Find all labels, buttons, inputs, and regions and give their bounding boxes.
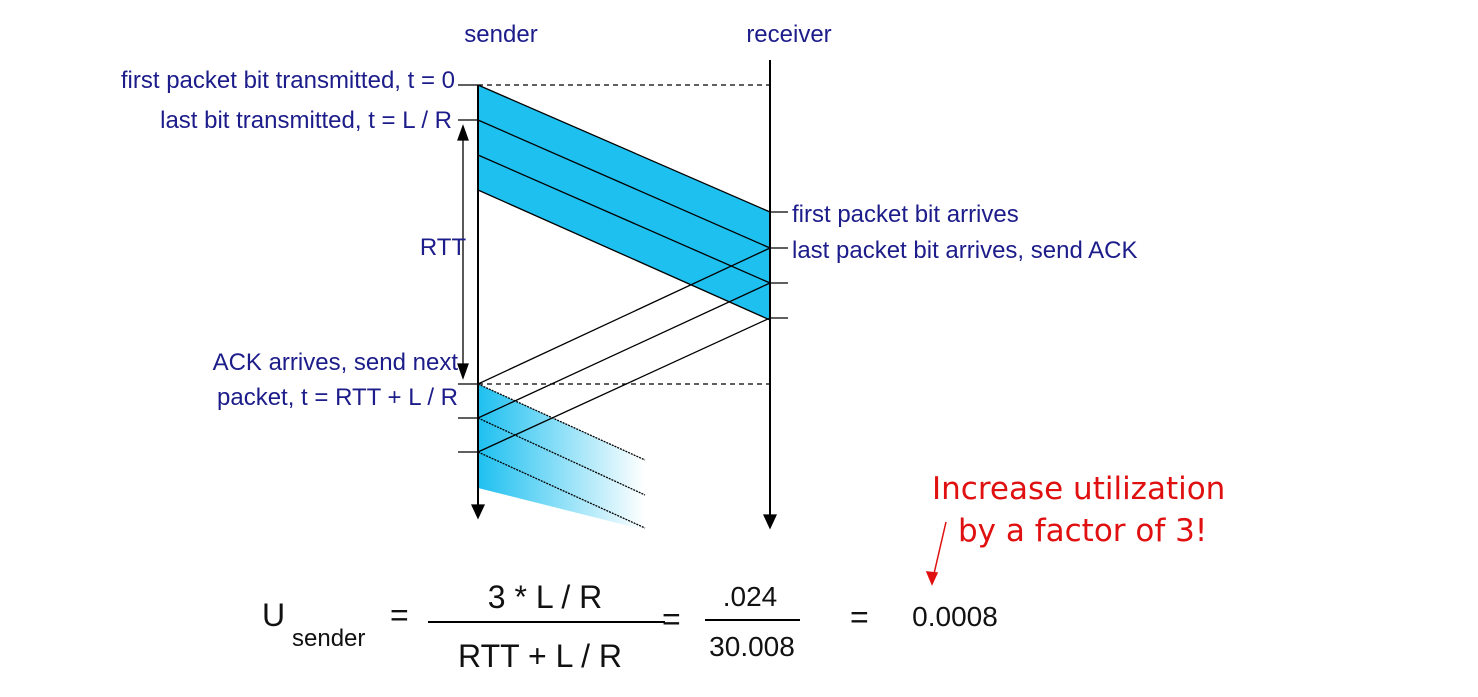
formula-equals: = (850, 599, 869, 635)
formula-equals: = (390, 597, 409, 633)
event-label: ACK arrives, send next (213, 349, 459, 376)
receiver-label: receiver (746, 21, 831, 48)
formula-numerator: 3 * L / R (488, 579, 602, 615)
formula-subscript: sender (292, 625, 365, 652)
event-label: last packet bit arrives, send ACK (792, 237, 1138, 264)
annotation: Increase utilization (932, 471, 1225, 507)
event-label: first packet bit transmitted, t = 0 (121, 67, 455, 94)
event-label: last bit transmitted, t = L / R (160, 107, 452, 134)
annotation-arrow (925, 521, 947, 586)
formula-denominator: RTT + L / R (458, 638, 622, 674)
event-label: first packet bit arrives (792, 201, 1019, 228)
formula-equals: = (662, 601, 681, 637)
rtt-label: RTT (420, 234, 467, 261)
event-label: packet, t = RTT + L / R (217, 384, 458, 411)
annotation: by a factor of 3! (958, 513, 1207, 549)
formula-symbol: U (262, 597, 285, 633)
timing-diagram (457, 60, 788, 530)
formula-result: 0.0008 (912, 601, 998, 632)
formula-value-denominator: 30.008 (709, 631, 795, 662)
sender-label: sender (464, 21, 537, 48)
formula-value-numerator: .024 (723, 581, 778, 612)
